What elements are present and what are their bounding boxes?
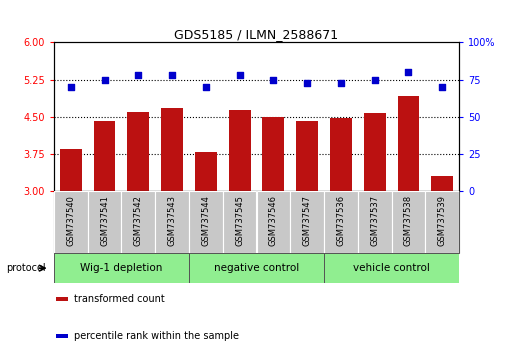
- Title: GDS5185 / ILMN_2588671: GDS5185 / ILMN_2588671: [174, 28, 339, 41]
- Bar: [161, 108, 183, 191]
- Text: GSM737540: GSM737540: [66, 195, 75, 246]
- Point: [235, 72, 244, 78]
- Point: [337, 80, 345, 85]
- Text: GSM737546: GSM737546: [269, 195, 278, 246]
- Point: [370, 77, 379, 82]
- Bar: [229, 110, 250, 191]
- Point: [202, 84, 210, 90]
- Text: GSM737544: GSM737544: [201, 195, 210, 246]
- Point: [168, 72, 176, 78]
- Bar: [93, 121, 115, 191]
- Text: transformed count: transformed count: [74, 294, 165, 304]
- Bar: [324, 191, 358, 253]
- Bar: [364, 113, 386, 191]
- Bar: [296, 121, 318, 191]
- Text: GSM737542: GSM737542: [134, 195, 143, 246]
- Text: GSM737539: GSM737539: [438, 195, 447, 246]
- Text: GSM737538: GSM737538: [404, 195, 413, 246]
- Text: protocol: protocol: [7, 263, 46, 273]
- Bar: [127, 112, 149, 191]
- Point: [438, 84, 446, 90]
- Text: GSM737543: GSM737543: [168, 195, 176, 246]
- Point: [101, 77, 109, 82]
- Point: [303, 80, 311, 85]
- Bar: [398, 96, 420, 191]
- Bar: [189, 253, 324, 283]
- Bar: [431, 176, 453, 191]
- Text: GSM737541: GSM737541: [100, 195, 109, 246]
- Text: GSM737537: GSM737537: [370, 195, 379, 246]
- Bar: [60, 149, 82, 191]
- Bar: [54, 253, 189, 283]
- Bar: [189, 191, 223, 253]
- Bar: [56, 297, 68, 301]
- Bar: [391, 191, 425, 253]
- Text: vehicle control: vehicle control: [353, 263, 430, 273]
- Bar: [88, 191, 122, 253]
- Bar: [155, 191, 189, 253]
- Bar: [223, 191, 256, 253]
- Text: percentile rank within the sample: percentile rank within the sample: [74, 331, 239, 341]
- Text: GSM737547: GSM737547: [303, 195, 312, 246]
- Bar: [195, 152, 217, 191]
- Bar: [122, 191, 155, 253]
- Text: negative control: negative control: [214, 263, 299, 273]
- Bar: [324, 253, 459, 283]
- Point: [404, 69, 412, 75]
- Bar: [56, 333, 68, 338]
- Bar: [256, 191, 290, 253]
- Point: [134, 72, 143, 78]
- Bar: [290, 191, 324, 253]
- Point: [67, 84, 75, 90]
- Bar: [358, 191, 391, 253]
- Text: Wig-1 depletion: Wig-1 depletion: [80, 263, 163, 273]
- Bar: [54, 191, 88, 253]
- Point: [269, 77, 278, 82]
- Bar: [330, 118, 352, 191]
- Bar: [425, 191, 459, 253]
- Text: GSM737545: GSM737545: [235, 195, 244, 246]
- Bar: [263, 117, 284, 191]
- Text: GSM737536: GSM737536: [337, 195, 345, 246]
